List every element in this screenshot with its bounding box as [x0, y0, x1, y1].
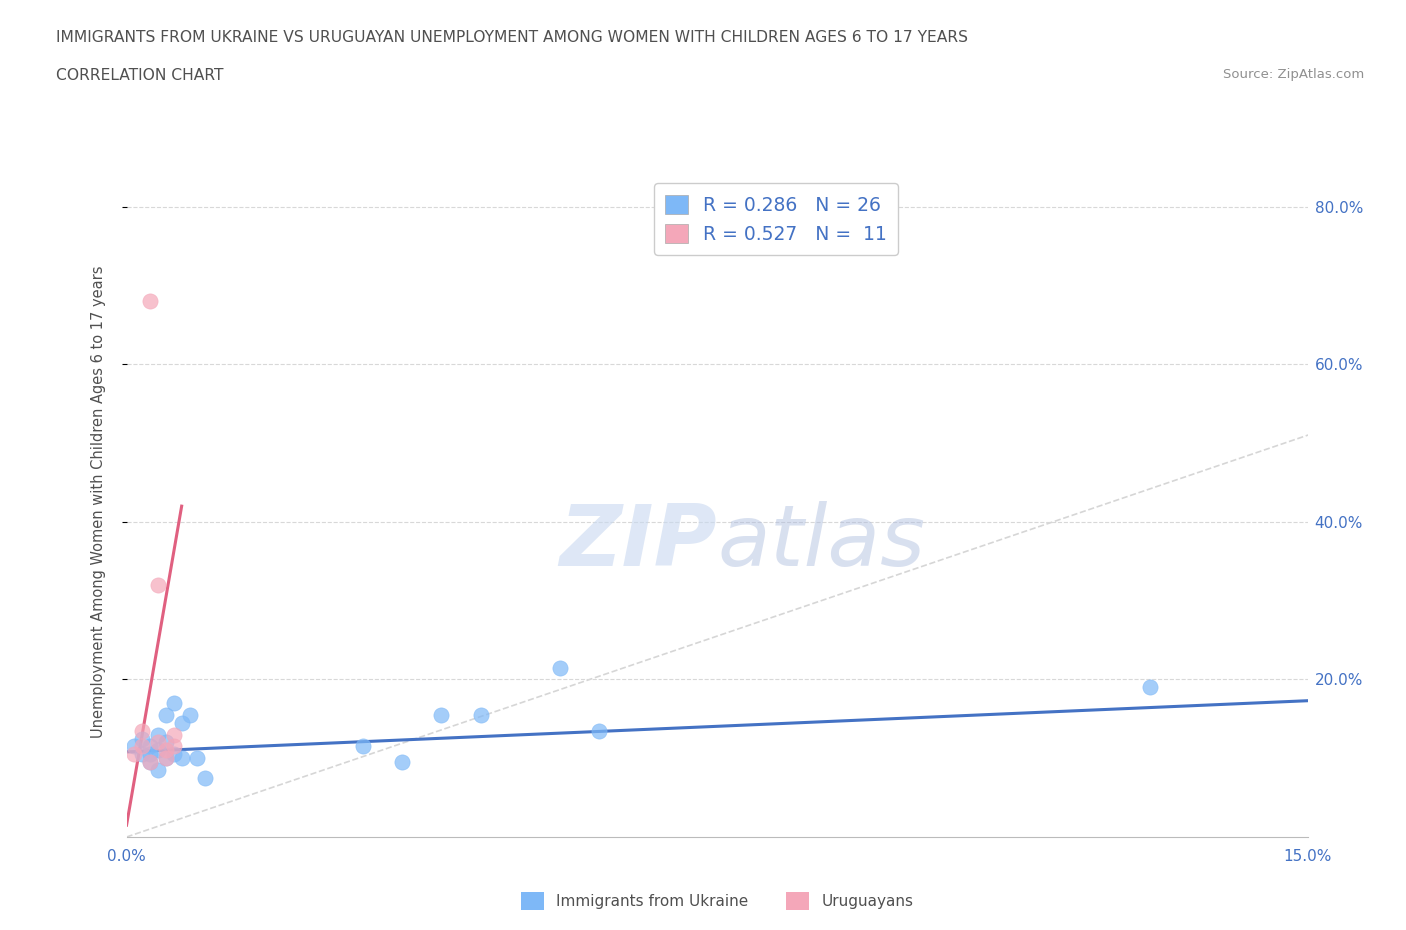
- Point: [186, 751, 208, 765]
- Point: [131, 747, 153, 762]
- Point: [170, 751, 193, 765]
- Point: [155, 751, 177, 765]
- Point: [139, 739, 162, 754]
- Point: [131, 731, 153, 746]
- Point: [155, 743, 177, 758]
- Point: [146, 727, 169, 742]
- Point: [131, 724, 153, 738]
- Point: [588, 724, 610, 738]
- Y-axis label: Unemployment Among Women with Children Ages 6 to 17 years: Unemployment Among Women with Children A…: [91, 266, 105, 738]
- Point: [430, 708, 453, 723]
- Text: IMMIGRANTS FROM UKRAINE VS URUGUAYAN UNEMPLOYMENT AMONG WOMEN WITH CHILDREN AGES: IMMIGRANTS FROM UKRAINE VS URUGUAYAN UNE…: [56, 30, 969, 45]
- Point: [139, 755, 162, 770]
- Legend: Immigrants from Ukraine, Uruguayans: Immigrants from Ukraine, Uruguayans: [515, 885, 920, 916]
- Point: [194, 770, 217, 785]
- Point: [124, 739, 146, 754]
- Point: [146, 735, 169, 750]
- Point: [155, 751, 177, 765]
- Point: [139, 755, 162, 770]
- Point: [155, 735, 177, 750]
- Point: [470, 708, 492, 723]
- Point: [146, 763, 169, 777]
- Point: [146, 743, 169, 758]
- Text: CORRELATION CHART: CORRELATION CHART: [56, 68, 224, 83]
- Point: [179, 708, 201, 723]
- Point: [170, 715, 193, 730]
- Text: ZIP: ZIP: [560, 501, 717, 584]
- Point: [139, 747, 162, 762]
- Point: [163, 747, 186, 762]
- Point: [146, 578, 169, 592]
- Point: [548, 660, 571, 675]
- Point: [139, 294, 162, 309]
- Point: [163, 696, 186, 711]
- Point: [155, 708, 177, 723]
- Point: [391, 755, 413, 770]
- Point: [163, 739, 186, 754]
- Text: atlas: atlas: [717, 501, 925, 584]
- Point: [352, 739, 374, 754]
- Point: [163, 727, 186, 742]
- Point: [131, 739, 153, 754]
- Point: [1139, 680, 1161, 695]
- Point: [124, 747, 146, 762]
- Text: Source: ZipAtlas.com: Source: ZipAtlas.com: [1223, 68, 1364, 81]
